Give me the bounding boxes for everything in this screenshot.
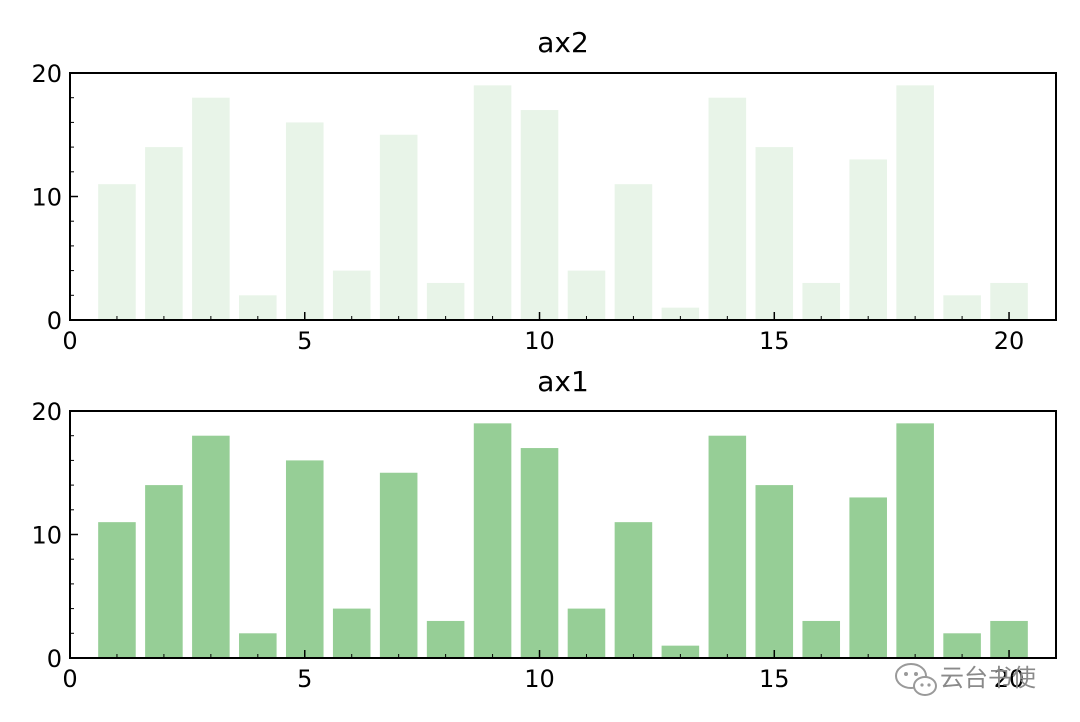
x-tick-label: 0: [62, 327, 77, 355]
bar: [379, 134, 418, 320]
y-tick-label: 0: [47, 307, 62, 335]
x-tick-label: 10: [524, 327, 555, 355]
bar: [943, 295, 981, 320]
bar: [567, 608, 606, 658]
y-tick-label: 20: [31, 398, 62, 426]
x-tick-label: 15: [759, 327, 790, 355]
bar: [520, 110, 559, 320]
chart-title: ax2: [537, 26, 589, 59]
bar: [332, 608, 371, 658]
bar: [661, 645, 700, 658]
bar: [708, 435, 747, 658]
x-tick-label: 5: [297, 327, 312, 355]
bar: [520, 448, 559, 658]
bar: [802, 282, 841, 320]
bar: [192, 97, 230, 320]
bar: [896, 85, 934, 320]
bar: [192, 435, 230, 658]
bar: [849, 159, 887, 320]
bar: [426, 620, 465, 658]
bar: [379, 472, 418, 658]
bar: [239, 633, 277, 658]
x-tick-label: 15: [759, 665, 790, 693]
x-tick-label: 5: [297, 665, 312, 693]
bar: [614, 184, 653, 320]
axes-ax2: ax2 0 5 10 15 20 0 10 20: [31, 26, 1057, 355]
y-tick-label: 0: [47, 645, 62, 673]
y-tick-label: 10: [31, 184, 62, 212]
x-tick-label: 10: [524, 665, 555, 693]
bar: [332, 270, 371, 320]
axes-ax1: ax1 0 5 10 15 20 0 10 20: [31, 365, 1057, 693]
y-tick-label: 10: [31, 522, 62, 550]
watermark-text: 云台书使: [940, 664, 1036, 692]
x-tick-label: 0: [62, 665, 77, 693]
bar: [943, 633, 981, 658]
watermark: 云台书使: [895, 663, 1036, 696]
bar: [145, 485, 183, 658]
x-tick-label: 20: [994, 665, 1025, 693]
bar: [614, 522, 653, 658]
bar: [426, 282, 465, 320]
bar: [285, 122, 324, 321]
bar: [98, 522, 136, 658]
bar: [755, 147, 794, 320]
bar: [802, 620, 841, 658]
bar: [473, 85, 512, 320]
bar: [661, 307, 700, 320]
bar: [708, 97, 747, 320]
bar: [239, 295, 277, 320]
wechat-icon: [895, 663, 937, 696]
chart-title: ax1: [537, 365, 589, 398]
bar: [285, 460, 324, 658]
bar: [567, 270, 606, 320]
bar: [896, 423, 934, 658]
x-tick-label: 20: [994, 327, 1025, 355]
bar: [755, 485, 794, 658]
y-tick-label: 20: [31, 60, 62, 88]
bar: [145, 147, 183, 320]
bar: [473, 423, 512, 658]
bar: [849, 497, 887, 658]
bar: [98, 184, 136, 320]
